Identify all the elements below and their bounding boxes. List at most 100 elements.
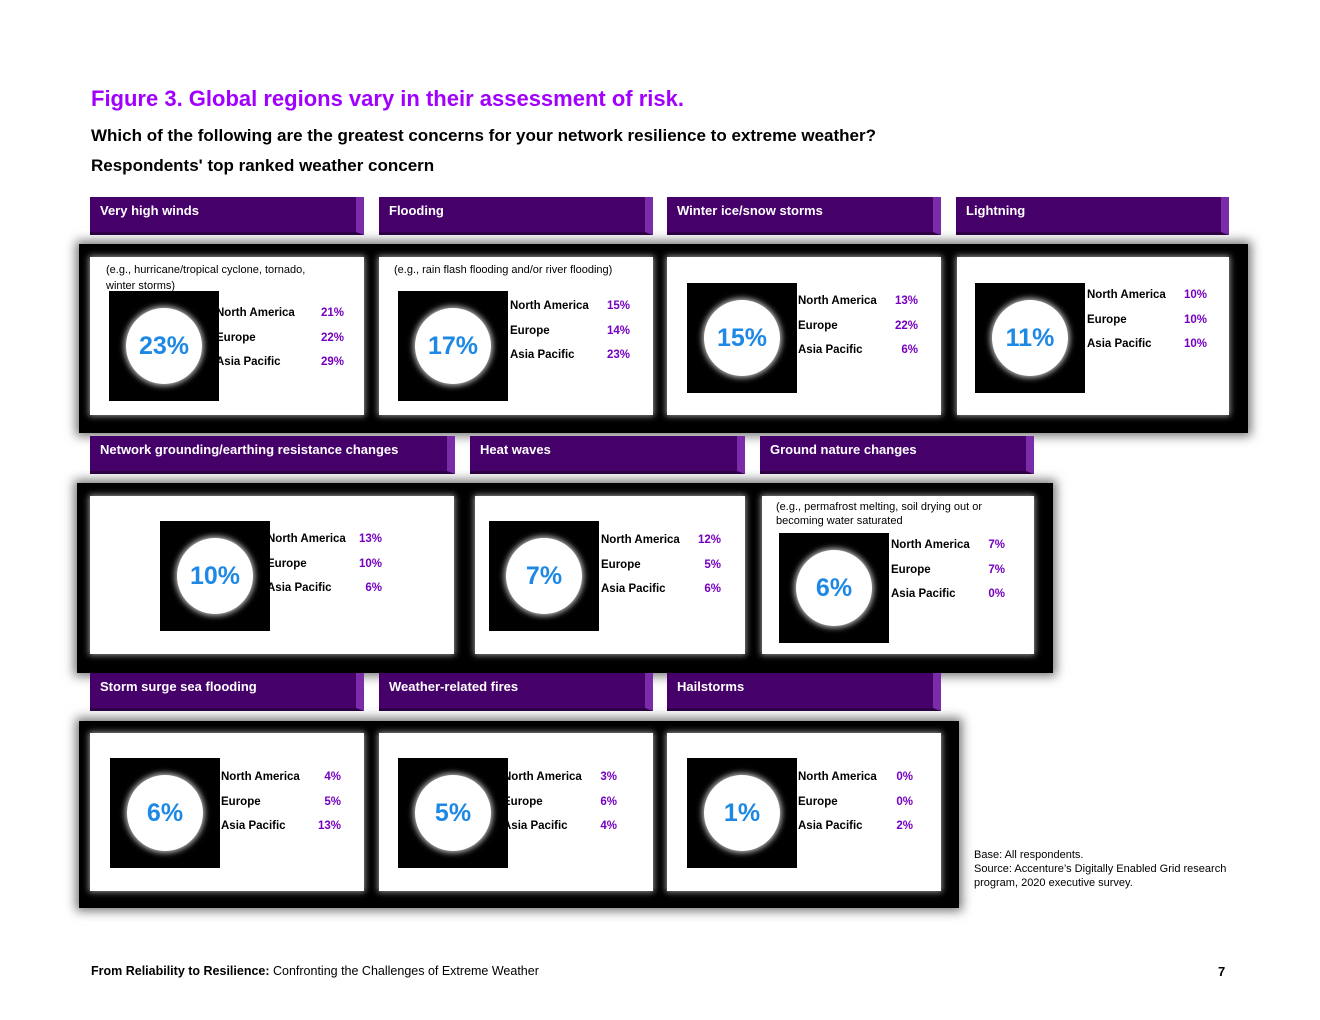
overall-percent-box: 23% xyxy=(109,291,219,401)
region-name: Asia Pacific xyxy=(891,588,956,600)
region-list: North America 13% Europe 22% Asia Pacific 6… xyxy=(798,295,918,369)
panel-example: (e.g., rain flash flooding and/or river … xyxy=(394,264,613,276)
region-value: 4% xyxy=(600,820,617,832)
region-row-north-america: North America 13% xyxy=(267,533,382,558)
region-value: 3% xyxy=(600,771,617,783)
panel-card-hailstorms: 1% North America 0% Europe 0% Asia Pacific… xyxy=(667,733,941,891)
region-row-north-america: North America 10% xyxy=(1087,289,1207,314)
region-row-europe: Europe 5% xyxy=(601,559,721,584)
region-list: North America 21% Europe 22% Asia Pacific 2… xyxy=(216,307,344,381)
overall-percent: 10% xyxy=(189,561,241,590)
panel-header-hailstorms: Hailstorms xyxy=(667,673,941,711)
region-value: 13% xyxy=(358,533,382,545)
region-value: 6% xyxy=(365,582,382,594)
region-value: 7% xyxy=(988,539,1005,551)
region-name: Europe xyxy=(221,795,261,808)
region-name: Asia Pacific xyxy=(510,349,575,361)
region-name: Asia Pacific xyxy=(267,582,332,594)
region-row-north-america: North America 4% xyxy=(221,771,341,796)
region-name: Europe xyxy=(891,563,931,576)
region-name: North America xyxy=(510,300,589,312)
region-value: 13% xyxy=(317,820,341,832)
region-row-europe: Europe 10% xyxy=(1087,314,1207,339)
overall-percent-circle: 5% xyxy=(415,775,491,851)
region-row-europe: Europe 5% xyxy=(221,796,341,821)
region-row-europe: Europe 6% xyxy=(503,796,617,821)
overall-percent-circle: 23% xyxy=(126,308,202,384)
region-value: 12% xyxy=(697,534,721,546)
overall-percent: 11% xyxy=(1005,323,1055,352)
region-value: 5% xyxy=(324,795,341,808)
region-name: Europe xyxy=(510,324,550,337)
overall-percent: 15% xyxy=(716,323,768,352)
region-row-asia-pacific: Asia Pacific 0% xyxy=(891,588,1005,613)
overall-percent: 5% xyxy=(434,798,472,827)
overall-percent: 6% xyxy=(146,798,184,827)
overall-percent-circle: 6% xyxy=(796,550,872,626)
region-name: Europe xyxy=(216,331,256,344)
overall-percent: 1% xyxy=(723,798,761,827)
region-name: Europe xyxy=(503,795,543,808)
region-list: North America 12% Europe 5% Asia Pacific 6% xyxy=(601,534,721,608)
region-value: 5% xyxy=(704,558,721,571)
panel-example: (e.g., hurricane/tropical cyclone, torna… xyxy=(106,264,306,292)
region-name: Asia Pacific xyxy=(216,356,281,368)
panel-card-weather-related-fires: 5% North America 3% Europe 6% Asia Pacific… xyxy=(379,733,653,891)
panel-header-storm-surge-sea-flooding: Storm surge sea flooding xyxy=(90,673,364,711)
region-row-europe: Europe 7% xyxy=(891,564,1005,589)
region-value: 10% xyxy=(358,557,382,570)
region-value: 2% xyxy=(896,820,913,832)
overall-percent: 6% xyxy=(815,573,853,602)
source-note: Source: Accenture’s Digitally Enabled Gr… xyxy=(974,863,1227,889)
page-footer: From Reliability to Resilience: Confront… xyxy=(91,964,539,978)
region-value: 14% xyxy=(606,324,630,337)
panel-card-lightning: 11% North America 10% Europe 10% Asia Paci… xyxy=(957,257,1229,415)
overall-percent-circle: 1% xyxy=(704,775,780,851)
region-value: 22% xyxy=(320,331,344,344)
region-list: North America 7% Europe 7% Asia Pacific 0% xyxy=(891,539,1005,613)
region-value: 6% xyxy=(901,344,918,356)
region-name: North America xyxy=(267,533,346,545)
region-row-asia-pacific: Asia Pacific 4% xyxy=(503,820,617,845)
region-row-asia-pacific: Asia Pacific 6% xyxy=(798,344,918,369)
panel-example: (e.g., permafrost melting, soil drying o… xyxy=(776,501,983,527)
region-value: 13% xyxy=(894,295,918,307)
panel-header-lightning: Lightning xyxy=(956,197,1229,235)
overall-percent-box: 15% xyxy=(687,283,797,393)
region-name: Asia Pacific xyxy=(601,583,666,595)
panel-header-weather-related-fires: Weather-related fires xyxy=(379,673,653,711)
overall-percent-box: 11% xyxy=(975,283,1085,393)
panel-card-network-grounding: 10% North America 13% Europe 10% Asia Paci… xyxy=(90,496,454,654)
overall-percent-circle: 15% xyxy=(704,300,780,376)
region-value: 0% xyxy=(896,771,913,783)
survey-question: Which of the following are the greatest … xyxy=(91,126,877,145)
overall-percent-box: 7% xyxy=(489,521,599,631)
footer-report-title: From Reliability to Resilience: xyxy=(91,964,270,978)
region-row-europe: Europe 22% xyxy=(216,332,344,357)
footer-report-subtitle: Confronting the Challenges of Extreme We… xyxy=(269,964,539,978)
region-name: North America xyxy=(221,771,300,783)
overall-percent: 7% xyxy=(525,561,563,590)
region-name: North America xyxy=(216,307,295,319)
region-row-asia-pacific: Asia Pacific 10% xyxy=(1087,338,1207,363)
overall-percent: 23% xyxy=(138,331,190,360)
overall-percent-circle: 7% xyxy=(506,538,582,614)
figure-subtitle: Respondents' top ranked weather concern xyxy=(91,156,435,175)
region-value: 29% xyxy=(320,356,344,368)
region-row-asia-pacific: Asia Pacific 6% xyxy=(267,582,382,607)
region-list: North America 3% Europe 6% Asia Pacific 4% xyxy=(503,771,617,845)
region-value: 6% xyxy=(600,795,617,808)
region-list: North America 10% Europe 10% Asia Pacific 1… xyxy=(1087,289,1207,363)
region-value: 21% xyxy=(320,307,344,319)
overall-percent-box: 6% xyxy=(110,758,220,868)
region-row-north-america: North America 21% xyxy=(216,307,344,332)
figure-title: Figure 3. Global regions vary in their a… xyxy=(91,86,684,111)
panel-card-heat-waves: 7% North America 12% Europe 5% Asia Pacifi… xyxy=(475,496,745,654)
panel-header-network-grounding: Network grounding/earthing resistance ch… xyxy=(90,436,455,474)
region-row-europe: Europe 0% xyxy=(798,796,913,821)
region-row-asia-pacific: Asia Pacific 29% xyxy=(216,356,344,381)
region-name: Europe xyxy=(798,319,838,332)
region-name: Asia Pacific xyxy=(798,344,863,356)
region-row-asia-pacific: Asia Pacific 23% xyxy=(510,349,630,374)
region-row-asia-pacific: Asia Pacific 6% xyxy=(601,583,721,608)
